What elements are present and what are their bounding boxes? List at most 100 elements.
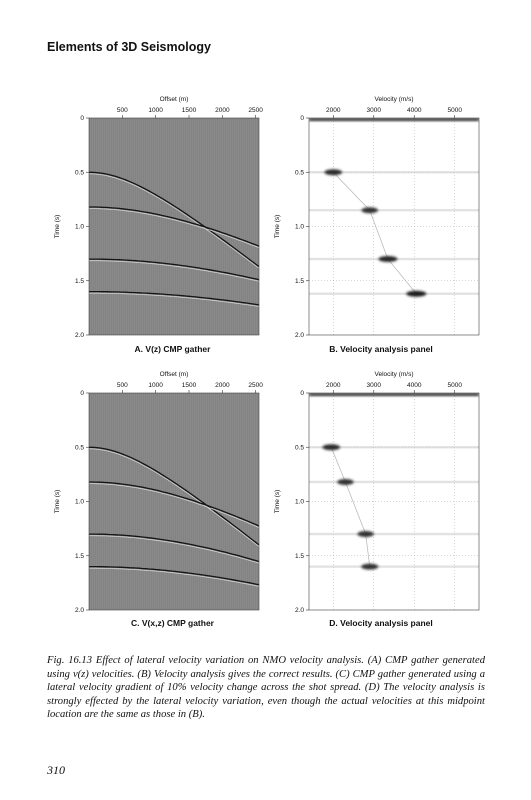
y-tick-label: 2.0 xyxy=(75,332,84,339)
y-tick-label: 0 xyxy=(80,390,84,397)
plot-frame xyxy=(88,392,260,611)
y-tick-label: 0.5 xyxy=(295,169,304,176)
first-arrival-energy xyxy=(309,118,479,121)
semblance-peak xyxy=(357,531,374,538)
horizontal-smear xyxy=(309,565,479,568)
y-tick-label: 0 xyxy=(300,390,304,397)
panel-a-caption: A. V(z) CMP gather xyxy=(134,344,211,354)
figure-caption: Fig. 16.13 Effect of lateral velocity va… xyxy=(47,655,485,720)
reflection-event xyxy=(89,481,259,527)
y-axis-title: Time (s) xyxy=(54,490,61,514)
panel-a-cmp-gather: Offset (m) 500 1000 1500 2000 2500 0 0.5 1.0 1.5 2… xyxy=(54,95,270,343)
gather-traces xyxy=(89,393,259,610)
y-tick-label: 2.0 xyxy=(295,607,304,614)
cmp-gather-plot: Offset (m) 500 1000 1500 2000 2500 0 0.5 1.0 1.5 2… xyxy=(54,96,263,339)
reflection-event-sidelobe xyxy=(89,208,259,249)
panel-c-cmp-gather: Offset (m) 500 1000 1500 2000 2500 0 0.5 1.0 1.5 2… xyxy=(54,370,270,618)
y-tick-label: 1.5 xyxy=(75,278,84,285)
plot-frame xyxy=(308,117,480,336)
first-arrival-energy xyxy=(309,393,479,396)
x-tick-label: 5000 xyxy=(447,107,462,114)
velocity-analysis-plot: Velocity (m/s) 2000 3000 4000 5000 0 0.5 1.0 1.5… xyxy=(274,96,480,339)
x-tick-label: 500 xyxy=(117,107,128,114)
velocity-analysis-plot: Velocity (m/s) 2000 3000 4000 5000 0 0.5 1.0 1.5… xyxy=(274,371,480,614)
semblance-peak xyxy=(406,290,427,297)
page-number: 310 xyxy=(47,763,65,777)
x-tick-label: 1500 xyxy=(182,382,197,389)
x-tick-label: 500 xyxy=(117,382,128,389)
y-tick-label: 1.0 xyxy=(295,224,304,231)
y-tick-label: 1.0 xyxy=(295,499,304,506)
y-tick-label: 0.5 xyxy=(75,444,84,451)
x-tick-label: 2500 xyxy=(248,382,263,389)
semblance-peak xyxy=(361,207,378,214)
panel-c-caption: C. V(x,z) CMP gather xyxy=(131,618,214,628)
reflection-event-sidelobe xyxy=(89,448,259,547)
x-tick-label: 1000 xyxy=(148,107,163,114)
semblance-peak xyxy=(324,169,343,176)
y-tick-label: 0 xyxy=(80,115,84,122)
reflection-event xyxy=(89,446,259,546)
plot-frame xyxy=(88,117,260,336)
cmp-gather-plot: Offset (m) 500 1000 1500 2000 2500 0 0.5 1.0 1.5 2… xyxy=(54,371,263,614)
y-tick-label: 0.5 xyxy=(75,169,84,176)
x-tick-label: 2000 xyxy=(326,382,341,389)
reflection-event-sidelobe xyxy=(89,173,259,269)
reflection-event-sidelobe xyxy=(89,292,259,307)
x-tick-label: 3000 xyxy=(367,107,382,114)
semblance-peak xyxy=(337,478,354,485)
horizontal-smear xyxy=(309,532,479,536)
reflection-event-sidelobe xyxy=(89,260,259,282)
x-tick-label: 1500 xyxy=(182,107,197,114)
panel-b-caption: B. Velocity analysis panel xyxy=(329,344,433,354)
horizontal-smear xyxy=(309,209,479,212)
y-tick-label: 1.5 xyxy=(75,553,84,560)
x-tick-label: 4000 xyxy=(407,382,422,389)
y-tick-label: 1.0 xyxy=(75,224,84,231)
panel-d-caption: D. Velocity analysis panel xyxy=(329,618,433,628)
x-tick-label: 2000 xyxy=(215,382,230,389)
reflection-event-sidelobe xyxy=(89,567,259,587)
horizontal-smear xyxy=(309,171,479,174)
reflection-event xyxy=(89,290,259,306)
x-tick-label: 2000 xyxy=(326,107,341,114)
horizontal-smear xyxy=(309,292,479,295)
x-tick-label: 2500 xyxy=(248,107,263,114)
x-tick-label: 1000 xyxy=(148,382,163,389)
x-axis-title: Velocity (m/s) xyxy=(374,371,413,378)
x-tick-label: 2000 xyxy=(215,107,230,114)
semblance-peak xyxy=(378,256,398,263)
horizontal-smear xyxy=(309,480,479,484)
y-axis-title: Time (s) xyxy=(274,490,281,514)
reflection-event xyxy=(89,565,259,586)
reflection-event xyxy=(89,533,259,563)
y-tick-label: 0 xyxy=(300,115,304,122)
semblance-trend xyxy=(333,172,417,295)
panel-b-velocity-panel: Velocity (m/s) 2000 3000 4000 5000 0 0.5 1.0 1.5… xyxy=(274,95,490,343)
plot-frame xyxy=(308,392,480,611)
running-head: Elements of 3D Seismology xyxy=(47,40,211,54)
y-tick-label: 2.0 xyxy=(75,607,84,614)
reflection-event-sidelobe xyxy=(89,483,259,528)
y-tick-label: 1.5 xyxy=(295,278,304,285)
y-tick-label: 0.5 xyxy=(295,444,304,451)
y-axis-title: Time (s) xyxy=(274,215,281,239)
x-axis-title: Offset (m) xyxy=(160,371,189,378)
y-tick-label: 1.0 xyxy=(75,499,84,506)
gather-traces xyxy=(89,118,259,335)
x-axis-title: Velocity (m/s) xyxy=(374,96,413,103)
semblance-peak xyxy=(361,563,379,570)
horizontal-smear xyxy=(309,446,479,449)
semblance-peak xyxy=(322,444,341,451)
reflection-event-sidelobe xyxy=(89,535,259,564)
reflection-event xyxy=(89,171,259,268)
x-tick-label: 5000 xyxy=(447,382,462,389)
x-axis-title: Offset (m) xyxy=(160,96,189,103)
semblance-trend xyxy=(330,447,371,567)
y-axis-title: Time (s) xyxy=(54,215,61,239)
x-tick-label: 4000 xyxy=(407,107,422,114)
x-tick-label: 3000 xyxy=(367,382,382,389)
reflection-event xyxy=(89,206,259,247)
reflection-event xyxy=(89,258,259,281)
panel-d-velocity-panel: Velocity (m/s) 2000 3000 4000 5000 0 0.5 1.0 1.5… xyxy=(274,370,490,618)
